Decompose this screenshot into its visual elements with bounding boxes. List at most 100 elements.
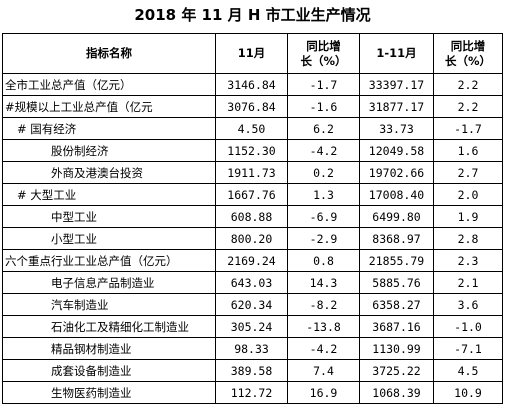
jan-nov-yoy-cell: 2.1	[433, 271, 503, 294]
jan-nov-value-cell: 1130.99	[359, 337, 434, 360]
november-value-cell: 643.03	[215, 271, 288, 294]
table-row: 全市工业总产值（亿元） 3146.84 -1.7 33397.17 2.2	[2, 73, 503, 96]
november-value-cell: 1667.76	[215, 183, 288, 206]
header-yoy2-line1: 同比增	[450, 38, 486, 53]
jan-nov-yoy-cell: 1.9	[433, 205, 503, 228]
jan-nov-yoy-cell: 4.5	[433, 359, 503, 382]
jan-nov-value-cell: 6358.27	[359, 293, 434, 316]
november-value-cell: 2169.24	[215, 249, 288, 272]
november-yoy-cell: -4.2	[287, 139, 360, 162]
jan-nov-value-cell: 19702.66	[359, 161, 434, 184]
table-row: 小型工业 800.20 -2.9 8368.97 2.8	[2, 227, 503, 250]
header-jan-nov: 1-11月	[359, 33, 434, 74]
indicator-name-cell: #规模以上工业总产值（亿元	[2, 95, 216, 118]
november-value-cell: 608.88	[215, 205, 288, 228]
table-row: 生物医药制造业 112.72 16.9 1068.39 10.9	[2, 381, 503, 404]
header-row: 指标名称 11月 同比增 长（%） 1-11月 同比增 长（%）	[2, 33, 503, 74]
indicator-name-cell: 成套设备制造业	[2, 359, 216, 382]
jan-nov-yoy-cell: 2.3	[433, 249, 503, 272]
header-november: 11月	[215, 33, 288, 74]
indicator-name-cell: 精品钢材制造业	[2, 337, 216, 360]
jan-nov-yoy-cell: 2.2	[433, 73, 503, 96]
jan-nov-value-cell: 1068.39	[359, 381, 434, 404]
jan-nov-yoy-cell: -7.1	[433, 337, 503, 360]
indicator-name-cell: 中型工业	[2, 205, 216, 228]
november-yoy-cell: 0.8	[287, 249, 360, 272]
november-yoy-cell: 16.9	[287, 381, 360, 404]
november-value-cell: 305.24	[215, 315, 288, 338]
indicator-name-cell: 小型工业	[2, 227, 216, 250]
jan-nov-value-cell: 17008.40	[359, 183, 434, 206]
jan-nov-value-cell: 3687.16	[359, 315, 434, 338]
november-yoy-cell: 0.2	[287, 161, 360, 184]
jan-nov-value-cell: 5885.76	[359, 271, 434, 294]
indicator-name-cell: # 国有经济	[2, 117, 216, 140]
jan-nov-value-cell: 8368.97	[359, 227, 434, 250]
header-yoy-line2: 长（%）	[300, 53, 347, 68]
table-row: 股份制经济 1152.30 -4.2 12049.58 1.6	[2, 139, 503, 162]
table-row: 电子信息产品制造业 643.03 14.3 5885.76 2.1	[2, 271, 503, 294]
jan-nov-value-cell: 12049.58	[359, 139, 434, 162]
jan-nov-yoy-cell: 2.7	[433, 161, 503, 184]
november-value-cell: 389.58	[215, 359, 288, 382]
jan-nov-yoy-cell: 2.2	[433, 95, 503, 118]
jan-nov-value-cell: 21855.79	[359, 249, 434, 272]
november-value-cell: 3146.84	[215, 73, 288, 96]
november-yoy-cell: -2.9	[287, 227, 360, 250]
november-yoy-cell: -6.9	[287, 205, 360, 228]
table-row: 外商及港澳台投资 1911.73 0.2 19702.66 2.7	[2, 161, 503, 184]
table-row: 中型工业 608.88 -6.9 6499.80 1.9	[2, 205, 503, 228]
november-yoy-cell: 14.3	[287, 271, 360, 294]
table-row: 石油化工及精细化工制造业 305.24 -13.8 3687.16 -1.0	[2, 315, 503, 338]
jan-nov-value-cell: 33.73	[359, 117, 434, 140]
jan-nov-yoy-cell: -1.7	[433, 117, 503, 140]
jan-nov-value-cell: 33397.17	[359, 73, 434, 96]
jan-nov-yoy-cell: 2.0	[433, 183, 503, 206]
table-row: 成套设备制造业 389.58 7.4 3725.22 4.5	[2, 359, 503, 382]
table-row: 六个重点行业工业总产值（亿元） 2169.24 0.8 21855.79 2.3	[2, 249, 503, 272]
indicator-name-cell: 全市工业总产值（亿元）	[2, 73, 216, 96]
jan-nov-yoy-cell: 1.6	[433, 139, 503, 162]
november-yoy-cell: 6.2	[287, 117, 360, 140]
november-value-cell: 800.20	[215, 227, 288, 250]
november-yoy-cell: -8.2	[287, 293, 360, 316]
indicator-name-cell: 汽车制造业	[2, 293, 216, 316]
jan-nov-yoy-cell: 3.6	[433, 293, 503, 316]
november-yoy-cell: 1.3	[287, 183, 360, 206]
jan-nov-value-cell: 3725.22	[359, 359, 434, 382]
indicator-name-cell: # 大型工业	[2, 183, 216, 206]
header-indicator-name: 指标名称	[2, 33, 216, 74]
indicator-name-cell: 石油化工及精细化工制造业	[2, 315, 216, 338]
indicator-name-cell: 生物医药制造业	[2, 381, 216, 404]
november-yoy-cell: -4.2	[287, 337, 360, 360]
november-value-cell: 1152.30	[215, 139, 288, 162]
header-yoy-jan-nov: 同比增 长（%）	[433, 33, 503, 74]
table-row: #规模以上工业总产值（亿元 3076.84 -1.6 31877.17 2.2	[2, 95, 503, 118]
jan-nov-yoy-cell: 10.9	[433, 381, 503, 404]
november-value-cell: 3076.84	[215, 95, 288, 118]
november-value-cell: 4.50	[215, 117, 288, 140]
header-yoy-november: 同比增 长（%）	[287, 33, 360, 74]
table-row: # 大型工业 1667.76 1.3 17008.40 2.0	[2, 183, 503, 206]
table-row: 汽车制造业 620.34 -8.2 6358.27 3.6	[2, 293, 503, 316]
november-value-cell: 98.33	[215, 337, 288, 360]
table-row: 精品钢材制造业 98.33 -4.2 1130.99 -7.1	[2, 337, 503, 360]
november-yoy-cell: -1.6	[287, 95, 360, 118]
industrial-production-table: 指标名称 11月 同比增 长（%） 1-11月 同比增 长（%） 全市工业总产值…	[2, 33, 503, 404]
november-value-cell: 620.34	[215, 293, 288, 316]
header-yoy2-line2: 长（%）	[444, 53, 492, 68]
jan-nov-value-cell: 6499.80	[359, 205, 434, 228]
november-yoy-cell: -13.8	[287, 315, 360, 338]
november-yoy-cell: 7.4	[287, 359, 360, 382]
table-row: # 国有经济 4.50 6.2 33.73 -1.7	[2, 117, 503, 140]
page-title: 2018 年 11 月 H 市工业生产情况	[134, 6, 371, 24]
jan-nov-value-cell: 31877.17	[359, 95, 434, 118]
jan-nov-yoy-cell: 2.8	[433, 227, 503, 250]
table-body: 全市工业总产值（亿元） 3146.84 -1.7 33397.17 2.2 #规模以上工业…	[2, 73, 503, 404]
indicator-name-cell: 股份制经济	[2, 139, 216, 162]
jan-nov-yoy-cell: -1.0	[433, 315, 503, 338]
november-value-cell: 1911.73	[215, 161, 288, 184]
indicator-name-cell: 外商及港澳台投资	[2, 161, 216, 184]
indicator-name-cell: 电子信息产品制造业	[2, 271, 216, 294]
indicator-name-cell: 六个重点行业工业总产值（亿元）	[2, 249, 216, 272]
